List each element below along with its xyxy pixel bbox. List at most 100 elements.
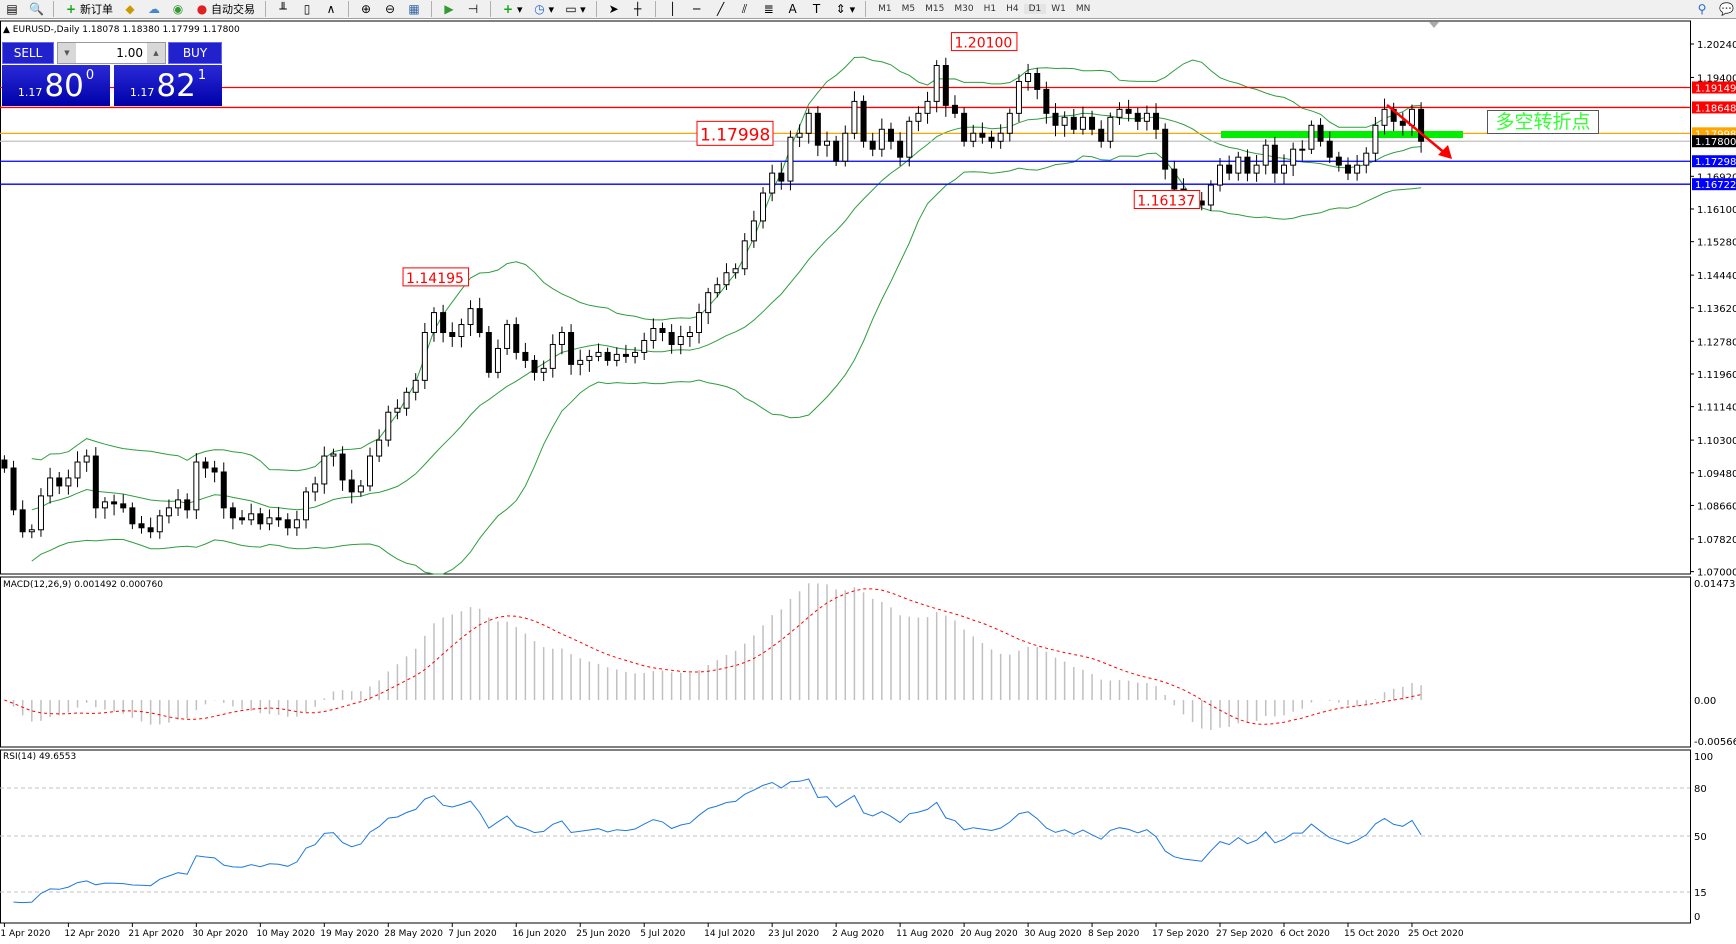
candle — [10, 460, 17, 516]
timeframe-m1[interactable]: M1 — [878, 4, 892, 14]
template-icon: ▭ — [565, 2, 577, 16]
timeframe-m15[interactable]: M15 — [925, 4, 945, 14]
candle — [714, 277, 721, 298]
candle — [1290, 142, 1297, 177]
candle-body — [1399, 120, 1406, 126]
candle-body — [961, 112, 968, 142]
candle-chart-button[interactable]: ▯ — [297, 1, 317, 18]
metaeditor-button[interactable]: ◆ — [120, 1, 140, 18]
trendline-icon: ╱ — [716, 2, 725, 16]
candle-body — [1335, 156, 1342, 166]
buy-price[interactable]: 1.17 82 1 — [114, 65, 222, 106]
candle-body — [10, 467, 17, 511]
candle-body — [705, 292, 712, 314]
zoom-tool-button[interactable]: 🔍 — [26, 1, 46, 18]
new-order-button[interactable]: + 新订单 — [61, 1, 116, 18]
candle-body — [1217, 164, 1224, 186]
candle-body — [28, 529, 35, 533]
cursor-button[interactable]: ➤ — [604, 1, 624, 18]
arrows-button[interactable]: ⇕ ▾ — [835, 2, 856, 16]
timeframe-w1[interactable]: W1 — [1051, 4, 1066, 14]
timeframe-h1[interactable]: H1 — [983, 4, 997, 14]
candle-body — [833, 140, 840, 162]
candle — [403, 387, 410, 416]
zoom-out-button[interactable]: ⊖ — [380, 1, 400, 18]
candle — [467, 300, 474, 337]
candle — [696, 303, 703, 344]
date-tick-label: 14 Jul 2020 — [704, 929, 755, 939]
buy-button[interactable]: BUY — [168, 42, 222, 64]
candle — [494, 339, 501, 379]
horizontal-line-button[interactable]: ─ — [687, 1, 707, 18]
candle — [1116, 102, 1123, 125]
tile-windows-button[interactable]: ▦ — [404, 1, 424, 18]
candle-body — [1116, 108, 1123, 118]
trendline-button[interactable]: ╱ — [711, 1, 731, 18]
candle — [961, 107, 968, 147]
candle — [165, 499, 172, 524]
candle-body — [622, 353, 629, 357]
timeframe-d1[interactable]: D1 — [1023, 4, 1047, 14]
charts-button[interactable]: ▤ — [2, 1, 22, 18]
candle-body — [147, 527, 154, 533]
periods-button[interactable]: ◷ ▾ — [534, 2, 555, 16]
vertical-line-button[interactable]: │ — [663, 1, 683, 18]
text-button[interactable]: A — [783, 1, 803, 18]
turning-point-note[interactable]: 多空转折点 — [1487, 110, 1599, 134]
date-tick-label: 20 Aug 2020 — [960, 929, 1018, 939]
increase-lot-button[interactable]: ▲ — [147, 43, 165, 63]
text-label-button[interactable]: T — [807, 1, 827, 18]
arrow-head-icon — [1438, 145, 1452, 159]
indicators-button[interactable]: + ▾ — [502, 2, 523, 16]
arrows-icon: ⇕ — [835, 2, 846, 16]
zoom-in-icon: ⊕ — [360, 2, 372, 16]
candle — [851, 91, 858, 140]
candle — [1034, 68, 1041, 100]
sell-price[interactable]: 1.17 80 0 — [2, 65, 110, 106]
lot-size-stepper[interactable]: ▼ 1.00 ▲ — [57, 42, 166, 64]
chart-shift-button[interactable]: ⊣ — [463, 1, 483, 18]
candle — [732, 263, 739, 279]
timeframe-mn[interactable]: MN — [1075, 4, 1091, 14]
candle-body — [814, 112, 821, 146]
timeframe-m30[interactable]: M30 — [954, 4, 974, 14]
chat-button[interactable]: 💬 — [1716, 1, 1736, 18]
price-tick-label: 1.08660 — [1697, 501, 1736, 512]
candle-body — [1, 459, 8, 469]
auto-trading-button[interactable]: ● 自动交易 — [192, 1, 258, 18]
signals-button[interactable]: ◉ — [168, 1, 188, 18]
timeframe-h4[interactable]: H4 — [1006, 4, 1019, 14]
zoom-in-button[interactable]: ⊕ — [356, 1, 376, 18]
candle-body — [1134, 112, 1141, 122]
candle-body — [220, 471, 227, 509]
date-tick-label: 17 Sep 2020 — [1152, 929, 1209, 939]
autoscroll-button[interactable]: ▶ — [439, 1, 459, 18]
candle — [1335, 151, 1342, 172]
timeframe-m5[interactable]: M5 — [901, 4, 916, 14]
search-button[interactable]: ⚲ — [1692, 1, 1712, 18]
candle-body — [951, 104, 958, 114]
channel-button[interactable]: ⫽ — [735, 1, 755, 18]
toolbar-separator — [490, 1, 491, 17]
sell-button[interactable]: SELL — [2, 42, 54, 64]
candle — [1107, 112, 1114, 149]
candle — [622, 344, 629, 363]
price-callout-label: 1.20100 — [954, 36, 1012, 52]
date-tick-label: 30 Aug 2020 — [1024, 929, 1082, 939]
templates-button[interactable]: ▭ ▾ — [565, 2, 586, 16]
bar-chart-button[interactable]: ╨ — [273, 1, 293, 18]
candle-body — [897, 140, 904, 158]
candle — [248, 503, 255, 526]
candle — [367, 447, 373, 492]
price-tick-label: 1.15280 — [1697, 238, 1736, 249]
decrease-lot-button[interactable]: ▼ — [58, 43, 76, 63]
lot-size-input[interactable]: 1.00 — [116, 46, 143, 60]
candle-body — [184, 499, 191, 511]
candle-body — [723, 272, 730, 286]
crosshair-button[interactable]: ┼ — [628, 1, 648, 18]
cloud-button[interactable]: ☁ — [144, 1, 164, 18]
fibonacci-button[interactable]: ≣ — [759, 1, 779, 18]
line-chart-button[interactable]: ∧ — [321, 1, 341, 18]
candle-body — [229, 507, 236, 519]
